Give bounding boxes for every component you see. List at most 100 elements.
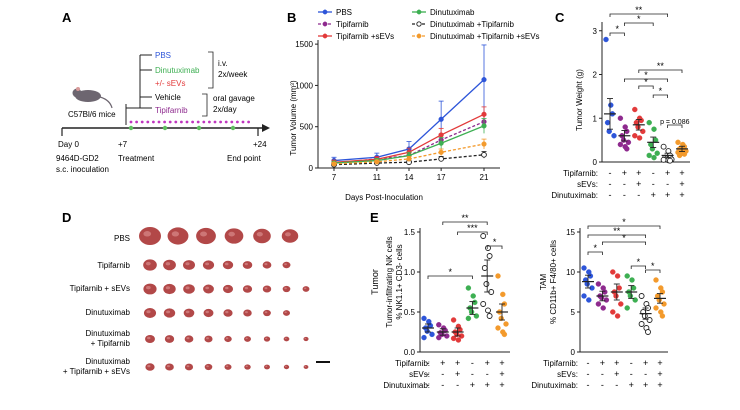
tumor (282, 261, 291, 269)
tumor (163, 259, 176, 271)
row-label-pbs: PBS (114, 234, 130, 243)
tumor (303, 365, 309, 369)
condition-symbol: + (470, 380, 475, 390)
data-point (455, 337, 462, 343)
data-point (465, 315, 472, 322)
tumor (262, 261, 272, 269)
mouse-icon (72, 87, 113, 109)
data-point (616, 285, 622, 291)
data-point (470, 293, 476, 299)
data-point (617, 115, 624, 121)
significance-label: * (637, 14, 641, 24)
data-point (638, 117, 644, 124)
row-label-tipifarnib: Tipifarnib (97, 261, 130, 270)
tumor (184, 363, 194, 371)
data-point (581, 293, 587, 299)
data-point (481, 123, 487, 129)
significance-bracket (442, 221, 488, 225)
data-point (584, 281, 590, 287)
data-point (641, 313, 648, 319)
data-point (436, 322, 442, 328)
chart-b-ylabel: Tumor Volume (mm³) (289, 80, 298, 156)
data-point (438, 156, 444, 162)
condition-symbol: - (630, 358, 633, 368)
chart-e-title: Tumor (370, 269, 380, 295)
data-point (424, 328, 430, 334)
tumor-highlight (256, 232, 263, 237)
treatment-dot (163, 120, 167, 124)
treatment-dot (146, 120, 150, 124)
y-tick-label: 0 (571, 348, 576, 357)
tumor-highlight (225, 310, 229, 314)
chart-e-right-significance: ****** * (587, 217, 661, 273)
data-point (438, 116, 444, 122)
condition-symbol: - (609, 179, 612, 189)
tumor (143, 283, 157, 295)
condition-symbol: + (499, 369, 504, 379)
tumor-highlight (165, 262, 171, 266)
tumor (264, 364, 270, 370)
data-point (480, 233, 487, 239)
data-point (667, 157, 673, 164)
condition-symbol: + (665, 168, 670, 178)
condition-symbol: + (651, 190, 656, 200)
route-iv: i.v. (218, 59, 228, 68)
significance-label: ** (461, 213, 469, 223)
chart-e-right-ylabel: TAM (539, 274, 548, 291)
panel-label-d: D (62, 210, 71, 225)
data-point (603, 36, 609, 43)
row-label-dinu-tip-sevs-1: Dinutuximab (86, 357, 131, 366)
legend-entry: Dinutuximab (430, 8, 475, 17)
tumor-highlight (304, 337, 307, 340)
treatment-dot (236, 120, 239, 124)
significance-label: * (644, 77, 648, 87)
data-point (636, 135, 643, 141)
tumor (163, 283, 176, 295)
tumor-highlight (225, 365, 229, 368)
tumor-highlight (244, 286, 248, 290)
panel-label-b: B (287, 10, 296, 25)
chart-c-condition-table: Tipifarnib: - + + - + +sEVs: - - + - - +Dinutuximab:… (551, 168, 684, 200)
row-label-dinutuximab: Dinutuximab (86, 308, 131, 317)
data-point (421, 334, 427, 341)
tumor-highlight (185, 262, 190, 266)
significance-bracket (609, 32, 625, 36)
panel-label-e: E (370, 210, 379, 225)
y-tick-label: 0.5 (404, 308, 416, 317)
data-point (374, 159, 380, 165)
tumor-highlight (284, 287, 287, 290)
tumor (167, 227, 189, 245)
data-point (651, 126, 657, 132)
data-point (646, 317, 653, 323)
condition-symbol: - (630, 369, 633, 379)
data-point (438, 149, 444, 155)
tumor (224, 335, 232, 343)
significance-label: p = 0.086 (660, 119, 689, 126)
tumor-highlight (245, 365, 248, 368)
significance-bracket (587, 251, 603, 255)
tumor-highlight (264, 311, 268, 314)
condition-symbol: + (485, 380, 490, 390)
condition-row-label: Dinutuximab: (383, 381, 430, 390)
chart-c-plot (603, 36, 689, 164)
chart-e-left-condition-table: Tipifarnib:- + + - + +sEVs:- - + - - +Dinutuximab:… (383, 358, 504, 390)
condition-symbol: - (427, 380, 430, 390)
condition-symbol: + (455, 369, 460, 379)
condition-symbol: - (587, 369, 590, 379)
inoculation-line1: 9464D-GD2 (56, 154, 99, 163)
x-tick-label: 21 (480, 173, 489, 182)
tumor-highlight (284, 337, 287, 340)
treatment-dot (168, 120, 172, 124)
condition-symbol: + (455, 358, 460, 368)
y-tick-label: 1.5 (404, 228, 416, 237)
data-point (500, 291, 506, 298)
treatment-dot (213, 120, 217, 124)
condition-symbol: + (440, 358, 445, 368)
data-point (624, 128, 630, 135)
row-label-dinu-tip-sevs-2: + Tipifarnib + sEVs (63, 367, 130, 376)
condition-symbol: + (614, 358, 619, 368)
tumor-highlight (264, 263, 268, 266)
tumor (143, 259, 157, 271)
legend-entry: PBS (336, 8, 352, 17)
